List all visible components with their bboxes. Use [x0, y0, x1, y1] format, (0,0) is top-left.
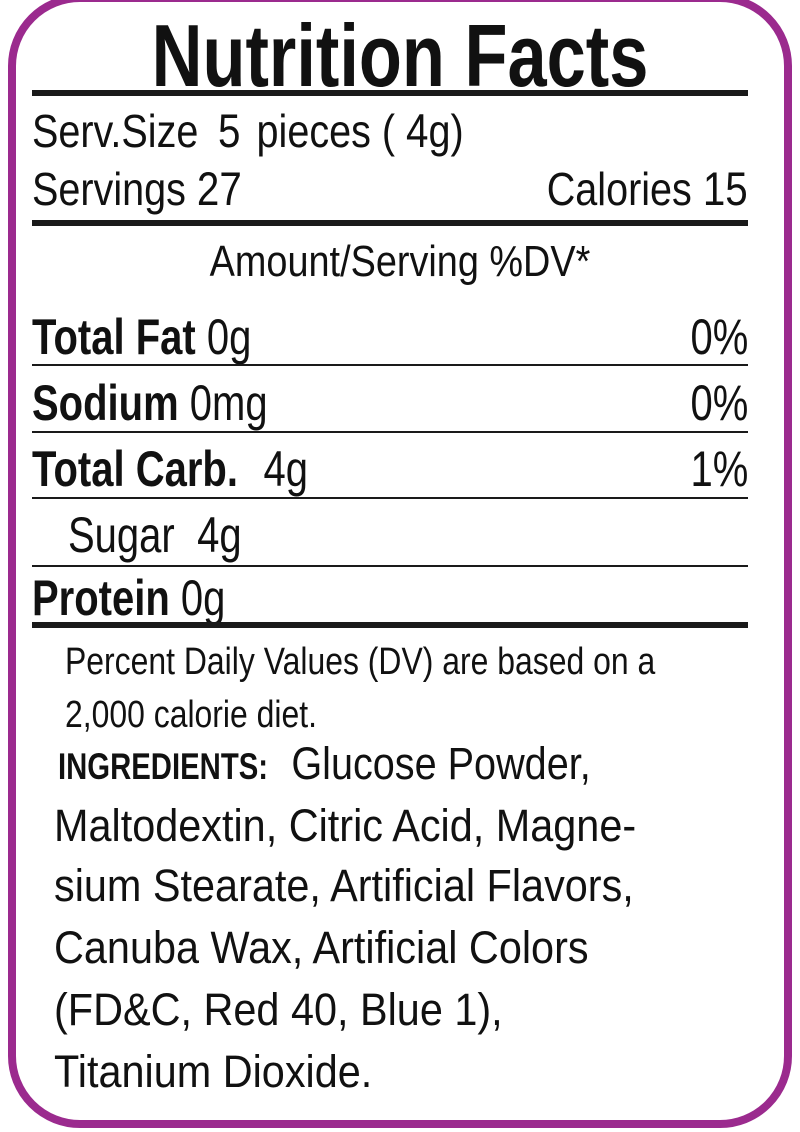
ingredients-line: INGREDIENTS: Glucose Powder,	[58, 741, 591, 786]
nutrient-amount: 4g	[197, 507, 242, 563]
serving-size-label: Serv.Size	[32, 105, 199, 157]
footnote-line: Percent Daily Values (DV) are based on a	[65, 641, 656, 683]
nutrient-row-sugar: Sugar 4g	[68, 510, 242, 560]
nutrient-amount: 4g	[263, 441, 308, 497]
ingredients-label: INGREDIENTS:	[58, 746, 269, 787]
nutrient-name: Sodium	[32, 375, 179, 431]
ingredients-line: Maltodextin, Citric Acid, Magne-	[54, 800, 637, 851]
servings-row: Servings 27	[32, 166, 242, 213]
amount-serving-header: Amount/Serving %DV*	[209, 237, 591, 286]
divider-thick	[32, 220, 748, 226]
nutrient-row-protein: Protein 0g	[32, 573, 225, 623]
calories-label: Calories	[547, 163, 693, 215]
nutrient-name: Total Fat	[32, 309, 196, 365]
divider	[32, 565, 748, 567]
title: Nutrition Facts	[151, 6, 649, 105]
ingredients-text: Glucose Powder,	[291, 738, 591, 789]
divider	[32, 364, 748, 366]
nutrient-row-total-fat: Total Fat 0g	[32, 312, 251, 362]
divider-thick	[32, 90, 748, 96]
ingredients-line: Canuba Wax, Artificial Colors	[54, 922, 589, 973]
serving-size-row: Serv.Size 5 pieces ( 4g)	[32, 108, 464, 155]
nutrient-amount: 0g	[180, 570, 226, 626]
nutrient-dv: 1%	[690, 441, 748, 497]
footnote-line: 2,000 calorie diet.	[65, 694, 317, 736]
calories-value: 15	[703, 163, 748, 215]
ingredients-line: (FD&C, Red 40, Blue 1),	[54, 984, 503, 1035]
nutrient-dv: 0%	[690, 309, 748, 365]
serving-size-unit: pieces (	[256, 105, 396, 157]
divider	[32, 497, 748, 499]
nutrient-row-total-carb: Total Carb. 4g	[32, 444, 308, 494]
divider-thick	[32, 622, 748, 628]
servings-label: Servings	[32, 163, 186, 215]
nutrient-name: Sugar	[68, 507, 175, 563]
nutrient-dv: 0%	[690, 375, 748, 431]
nutrient-row-sodium: Sodium 0mg	[32, 378, 268, 428]
serving-size-grams: 4	[406, 105, 429, 157]
serving-size-count: 5	[217, 105, 241, 157]
nutrient-name: Protein	[32, 570, 170, 626]
nutrient-name: Total Carb.	[32, 441, 238, 497]
ingredients-line: sium Stearate, Artificial Flavors,	[54, 860, 634, 911]
divider	[32, 431, 748, 433]
serving-size-grams-unit: g)	[428, 105, 464, 157]
label-border	[8, 0, 792, 1128]
nutrient-amount: 0mg	[189, 375, 268, 431]
ingredients-line: Titanium Dioxide.	[54, 1046, 373, 1097]
nutrient-amount: 0g	[206, 309, 252, 365]
calories-row: Calories 15	[547, 166, 748, 213]
servings-value: 27	[196, 163, 242, 215]
